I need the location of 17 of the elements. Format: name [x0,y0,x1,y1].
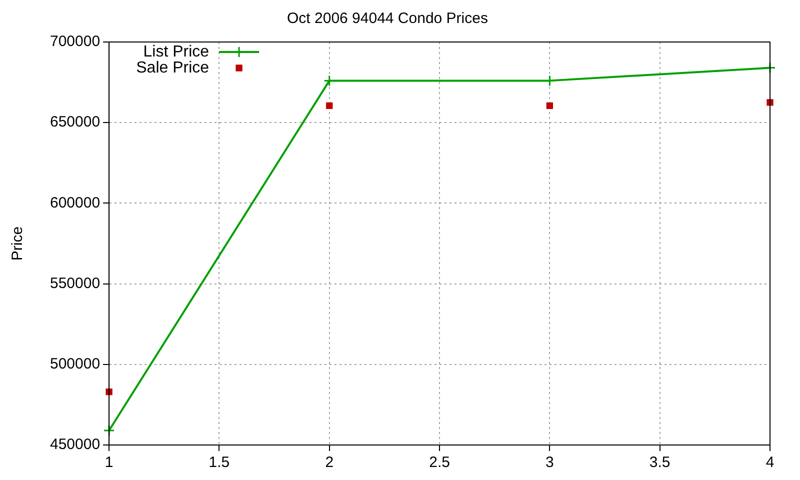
x-tick-label: 2.5 [429,454,450,472]
legend-label: Sale Price [136,59,210,76]
y-tick-label: 650000 [50,114,100,131]
x-tick-label: 4 [766,454,774,472]
y-tick-label: 450000 [50,436,100,454]
y-tick-label: 700000 [50,33,100,50]
x-tick-label: 3.5 [649,454,670,472]
y-tick-label: 600000 [50,194,100,212]
x-tick-label: 3 [546,454,554,472]
legend-label: List Price [143,43,210,60]
y-tick-label: 550000 [50,274,100,292]
chart-title: Oct 2006 94044 Condo Prices [287,10,488,28]
x-tick-label: 2 [325,454,334,472]
x-tick-label: 1 [104,454,114,472]
y-axis-title: Price [9,226,26,261]
y-tick-label: 500000 [50,356,100,373]
x-tick-label: 1.5 [208,454,230,472]
